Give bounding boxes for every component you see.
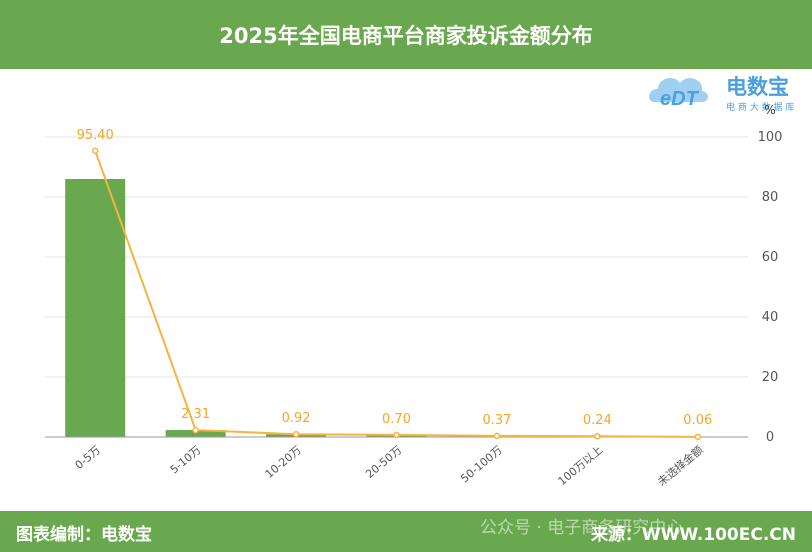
data-label: 95.40 [77, 128, 114, 143]
line-point [594, 433, 601, 440]
y-tick-label: 80 [762, 190, 779, 205]
y-tick-label: 20 [762, 370, 779, 385]
footer-credit: 图表编制：电数宝 [16, 525, 152, 545]
bar [165, 430, 226, 437]
data-label: 0.70 [382, 412, 411, 427]
data-label: 0.92 [282, 411, 311, 426]
x-tick-label: 20-50万 [363, 443, 404, 481]
brand-logo: eDT 电数宝 电 商 大 数 据 库 [649, 75, 794, 113]
line-point [91, 147, 99, 155]
y-tick-label: 60 [762, 250, 779, 265]
data-label: 0.06 [683, 413, 712, 428]
data-labels: 95.40 2.31 0.92 0.70 0.37 0.24 0.06 [77, 128, 713, 428]
logo-mark: eDT [660, 88, 700, 110]
watermark: 公众号 · 电子商务研究中心 [480, 518, 684, 538]
cloud-icon [649, 78, 708, 102]
x-axis-ticks: 0-5万 5-10万 10-20万 20-50万 50-100万 100万以上 未选择金额 [73, 443, 706, 489]
x-tick-label: 10-20万 [263, 443, 304, 481]
data-label: 0.37 [482, 413, 511, 428]
bar [65, 179, 126, 437]
data-label: 0.24 [583, 413, 612, 428]
bar-series [65, 179, 728, 438]
footer-bar: 图表编制：电数宝 公众号 · 电子商务研究中心 来源：WWW.100EC.CN [0, 511, 812, 552]
grid-lines [45, 136, 748, 378]
chart-title: 2025年全国电商平台商家投诉金额分布 [219, 24, 593, 48]
x-tick-label: 5-10万 [168, 443, 204, 476]
logo-subtitle: 电 商 大 数 据 库 [726, 101, 794, 113]
logo-name: 电数宝 [726, 75, 789, 99]
y-tick-label: 40 [762, 310, 779, 325]
line-series [91, 147, 702, 441]
line-point [493, 432, 501, 440]
header-bar: 2025年全国电商平台商家投诉金额分布 [0, 0, 812, 69]
x-tick-label: 50-100万 [458, 443, 505, 485]
x-tick-label: 100万以上 [556, 443, 606, 488]
line-point [192, 426, 199, 434]
line-point [393, 431, 400, 439]
x-tick-label: 0-5万 [73, 443, 104, 472]
line-path [94, 150, 698, 438]
line-point [292, 430, 300, 438]
y-tick-label: 100 [758, 130, 783, 145]
chart-area: 0 20 40 60 80 100 0-5万 5-10万 10-20万 20-50万 50-100… [45, 103, 783, 489]
y-tick-label: 0 [766, 430, 774, 445]
footer-source: 来源：WWW.100EC.CN [590, 525, 796, 545]
x-tick-label: 未选择金额 [655, 443, 706, 489]
y-axis-ticks: 0 20 40 60 80 100 [758, 130, 783, 445]
y-axis-unit: % [764, 103, 775, 117]
data-label: 2.31 [181, 407, 210, 422]
line-point [694, 433, 702, 441]
